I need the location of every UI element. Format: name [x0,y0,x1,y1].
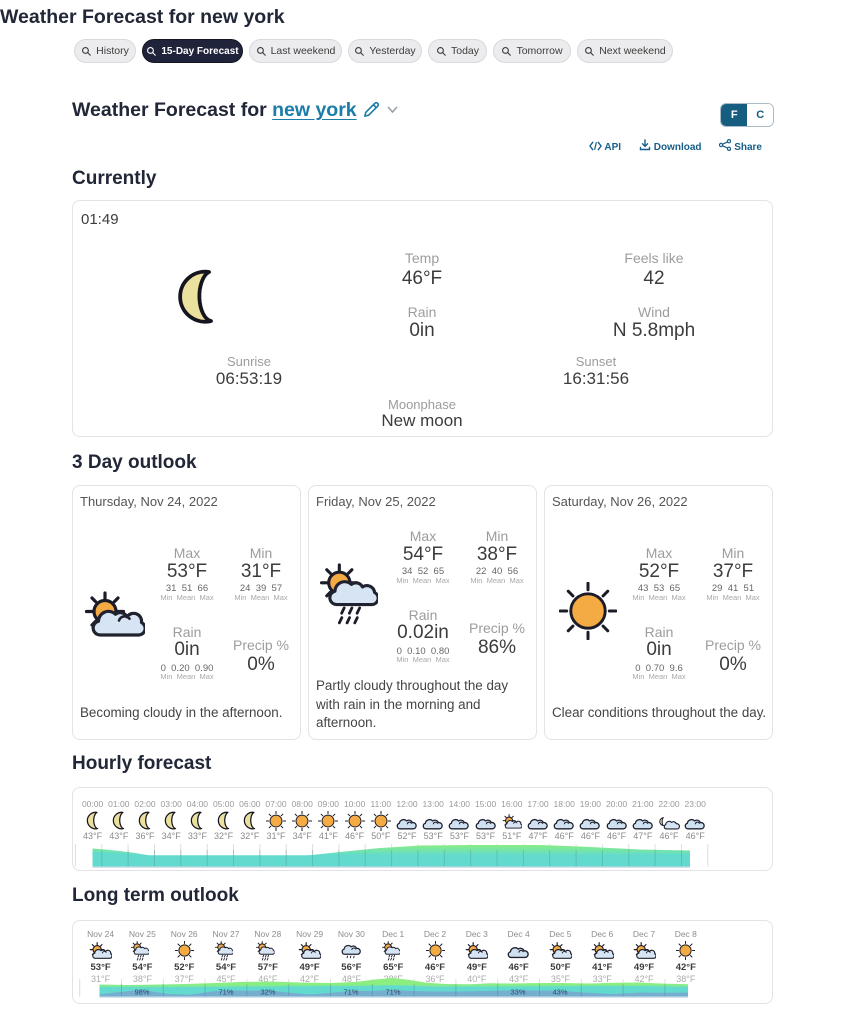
svg-text:71%: 71% [385,988,400,997]
svg-text:43%: 43% [552,988,567,997]
svg-text:32%: 32% [260,988,275,997]
svg-text:71%: 71% [218,988,233,997]
svg-text:98%: 98% [134,988,149,997]
svg-text:71%: 71% [343,988,358,997]
svg-text:33%: 33% [510,988,525,997]
